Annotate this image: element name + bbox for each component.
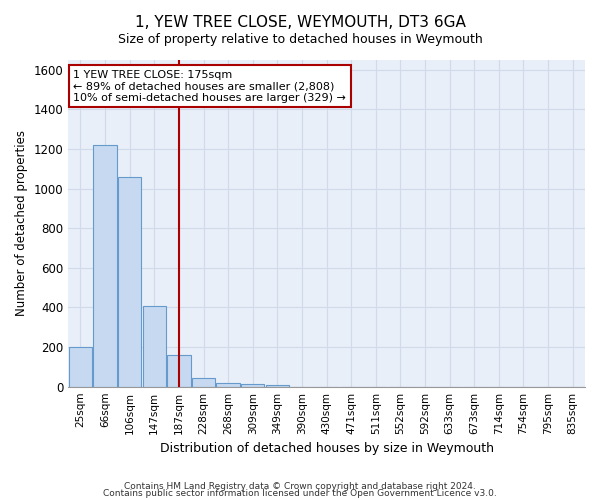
- Bar: [241, 384, 265, 386]
- Bar: [118, 177, 142, 386]
- Bar: [192, 378, 215, 386]
- Bar: [217, 382, 240, 386]
- Text: Contains HM Land Registry data © Crown copyright and database right 2024.: Contains HM Land Registry data © Crown c…: [124, 482, 476, 491]
- Bar: [167, 355, 191, 386]
- Bar: [94, 145, 117, 386]
- Text: Contains public sector information licensed under the Open Government Licence v3: Contains public sector information licen…: [103, 490, 497, 498]
- Bar: [69, 347, 92, 387]
- Bar: [143, 306, 166, 386]
- Bar: [266, 384, 289, 386]
- X-axis label: Distribution of detached houses by size in Weymouth: Distribution of detached houses by size …: [160, 442, 494, 455]
- Text: Size of property relative to detached houses in Weymouth: Size of property relative to detached ho…: [118, 32, 482, 46]
- Text: 1, YEW TREE CLOSE, WEYMOUTH, DT3 6GA: 1, YEW TREE CLOSE, WEYMOUTH, DT3 6GA: [134, 15, 466, 30]
- Text: 1 YEW TREE CLOSE: 175sqm
← 89% of detached houses are smaller (2,808)
10% of sem: 1 YEW TREE CLOSE: 175sqm ← 89% of detach…: [73, 70, 346, 103]
- Y-axis label: Number of detached properties: Number of detached properties: [15, 130, 28, 316]
